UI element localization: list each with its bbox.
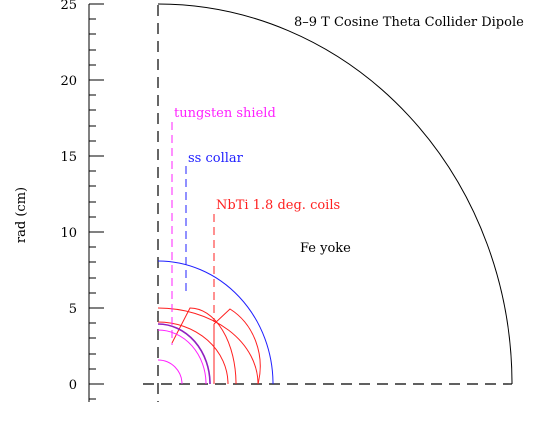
nbti-coils-label: NbTi 1.8 deg. coils <box>216 198 340 213</box>
y-tick-label: 20 <box>60 74 77 89</box>
inner-shells <box>157 323 211 385</box>
coil-block-inner <box>171 307 237 385</box>
tungsten-shield-arc <box>157 329 207 385</box>
y-tick-label: 10 <box>60 226 77 241</box>
collar-arc <box>157 260 274 385</box>
y-tick-label: 5 <box>69 302 77 317</box>
symmetry-axes <box>143 5 512 402</box>
fe-yoke-label: Fe yoke <box>300 241 351 256</box>
yoke-outer-arc <box>157 3 513 385</box>
beam-pipe-arc <box>157 323 211 385</box>
ss-collar-label: ss collar <box>188 151 244 166</box>
y-tick-label: 0 <box>69 378 77 393</box>
tungsten-shield-label: tungsten shield <box>174 106 276 121</box>
diagram-title: 8–9 T Cosine Theta Collider Dipole <box>294 15 524 30</box>
leader-lines <box>171 122 215 345</box>
coil-block-outer <box>213 308 261 385</box>
coil-outer-arc <box>157 307 259 385</box>
y-tick-label: 25 <box>60 0 77 13</box>
y-tick-label: 15 <box>60 150 77 165</box>
coil-blocks <box>157 307 261 385</box>
y-axis-title: rad (cm) <box>14 187 29 243</box>
inner-bore-arc <box>157 359 183 385</box>
y-tick-labels: 0 5 10 15 20 25 <box>60 0 77 393</box>
y-axis <box>88 3 104 402</box>
